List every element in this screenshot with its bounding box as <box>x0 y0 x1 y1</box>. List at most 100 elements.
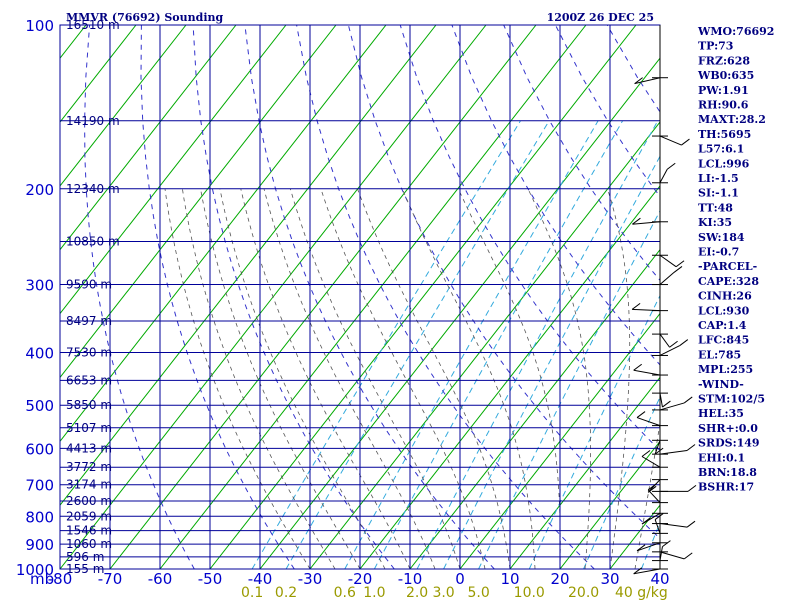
mixing-ratio-labels: 0.1 0.2 0.6 1.0 2.0 3.0 5.0 10.0 20.0 40 g/kg <box>241 585 668 600</box>
wind-barb <box>654 440 661 455</box>
index-item: EI:-0.7 <box>698 246 739 259</box>
wind-barb-flag <box>679 339 689 346</box>
index-item: TT:48 <box>698 201 733 214</box>
height-label: 8497 m <box>66 314 112 328</box>
isotherm-line <box>60 25 137 123</box>
mixing-ratio-line <box>373 120 624 569</box>
wind-barb <box>659 169 668 184</box>
wind-barb-flag <box>683 396 693 404</box>
wind-barb <box>659 546 663 561</box>
index-item: CAP:1.4 <box>698 319 747 332</box>
wind-barb-flag <box>636 411 646 418</box>
temperature-tick-label: -30 <box>298 570 323 588</box>
isotherm-line <box>109 25 537 569</box>
isotherm-line <box>259 57 660 569</box>
index-item: SI:-1.1 <box>698 187 739 200</box>
wind-barb <box>633 568 661 575</box>
height-label: 10850 m <box>66 234 120 248</box>
isotherm-line <box>60 25 237 251</box>
wind-barb <box>634 77 661 85</box>
temperature-tick-label: -60 <box>148 570 173 588</box>
temperature-axis-labels: -80 -70 -60 -50 -40 -30 -20 -10 0 10 20 30 40 <box>48 570 670 588</box>
pressure-tick-label: 200 <box>25 181 54 199</box>
height-label: 155 m <box>66 562 104 576</box>
index-item: KI:35 <box>698 216 732 229</box>
isotherm-line <box>359 185 660 569</box>
wind-barb-flag <box>687 484 697 492</box>
temperature-tick-label: -80 <box>48 570 73 588</box>
wind-barb <box>636 542 661 552</box>
temperature-tick-label: -50 <box>198 570 223 588</box>
wind-barb-flag <box>662 400 671 408</box>
pressure-tick-label: 1000 <box>16 561 54 579</box>
index-item: WMO:76692 <box>697 25 774 38</box>
mixing-ratio-label: 0.2 <box>275 585 297 600</box>
isotherm-line <box>60 25 287 315</box>
index-item: TP:73 <box>698 40 733 53</box>
mixing-ratio-label: 0.6 <box>334 585 356 600</box>
temperature-tick-label: 20 <box>550 570 569 588</box>
height-label: 3772 m <box>66 460 112 474</box>
wind-barb-flag <box>675 260 685 268</box>
wind-barb-flag <box>683 552 693 560</box>
wind-barb <box>659 333 670 348</box>
isotherm-line <box>409 248 660 569</box>
index-item: RH:90.6 <box>698 99 749 112</box>
isotherm-line <box>459 312 660 569</box>
height-label: 16510 m <box>66 18 120 32</box>
wind-barb <box>647 479 661 493</box>
mixing-ratio-label: 5.0 <box>467 585 489 600</box>
index-item: MAXT:28.2 <box>698 113 766 126</box>
mixing-ratio-line <box>416 120 659 569</box>
index-item: CAPE:328 <box>698 275 759 288</box>
index-item: STM:102/5 <box>698 393 765 406</box>
wind-barb-flag <box>633 363 642 371</box>
mixing-ratio-line <box>344 120 599 569</box>
isotherm-line <box>60 25 387 443</box>
pressure-tick-label: 400 <box>25 345 54 363</box>
isotherm-line <box>209 25 637 569</box>
index-item: L57:6.1 <box>698 143 744 156</box>
pressure-temperature-grid <box>59 24 661 570</box>
wind-barb <box>659 450 688 455</box>
index-item: -WIND- <box>698 378 744 391</box>
temperature-tick-label: -70 <box>98 570 123 588</box>
height-label: 4413 m <box>66 441 112 455</box>
wind-barb-flag <box>686 444 696 451</box>
moist-adiabat-line <box>263 188 436 569</box>
index-item: BRN:18.8 <box>698 466 757 479</box>
wind-barb <box>659 402 685 411</box>
mixing-ratio-label: 20.0 <box>568 585 599 600</box>
mixing-ratio-line <box>285 120 550 569</box>
pressure-axis-labels: 100 200 300 400 500 600 700 800 900 1000 <box>16 17 54 579</box>
temperature-tick-label: 0 <box>455 570 465 588</box>
chart-datetime: 1200Z 26 DEC 25 <box>547 11 654 24</box>
mixing-ratio-label: 0.1 <box>241 585 263 600</box>
pressure-tick-label: 300 <box>25 277 54 295</box>
isotherm-line <box>159 25 587 569</box>
wind-barb <box>659 254 677 268</box>
height-label: 6653 m <box>66 373 112 387</box>
wind-barb-flag <box>654 447 664 455</box>
index-item: PW:1.91 <box>698 84 749 97</box>
mixing-ratio-line <box>251 120 521 569</box>
temperature-tick-label: -40 <box>248 570 273 588</box>
height-label: 5850 m <box>66 398 112 412</box>
index-item: -PARCEL- <box>698 260 757 273</box>
wind-barb <box>647 489 661 503</box>
index-item: SW:184 <box>698 231 745 244</box>
temperature-tick-label: 40 <box>650 570 669 588</box>
height-label: 1060 m <box>66 537 112 551</box>
height-label: 2059 m <box>66 509 112 523</box>
x-unit-label: mb <box>30 570 54 588</box>
mixing-ratio-line <box>583 396 660 569</box>
mixing-ratio-label: 1.0 <box>363 585 385 600</box>
temperature-tick-label: 30 <box>600 570 619 588</box>
wind-barb <box>659 393 663 408</box>
chart-title: MMVR (76692) Sounding <box>66 11 224 24</box>
index-item: SRDS:149 <box>698 437 760 450</box>
isotherm-line <box>60 25 187 187</box>
wind-barb-flag <box>641 450 651 457</box>
index-item: SHR+:0.0 <box>698 422 758 435</box>
height-label: 7530 m <box>66 346 112 360</box>
